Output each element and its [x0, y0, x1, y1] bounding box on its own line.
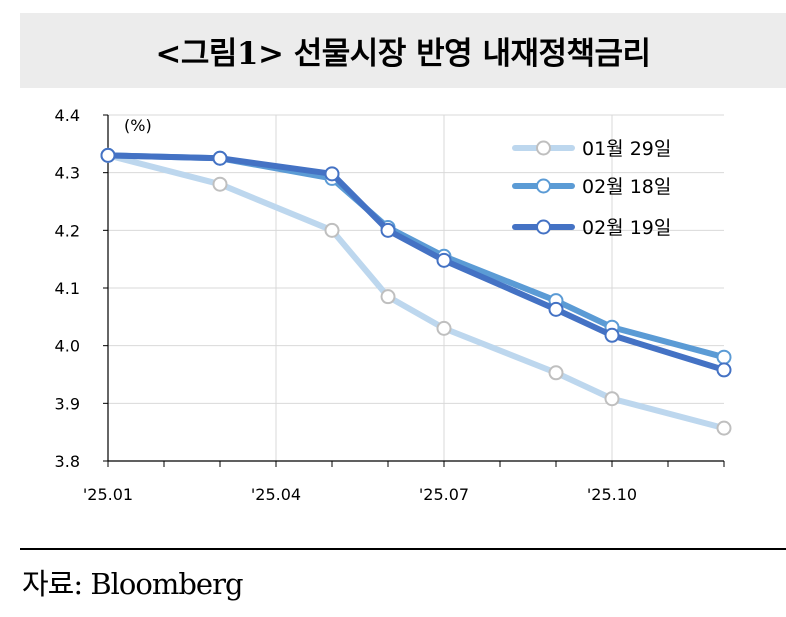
data-point — [716, 349, 732, 365]
title-bar: <그림1> 선물시장 반영 내재정책금리 — [20, 13, 786, 88]
x-tick-label: '25.04 — [251, 485, 301, 504]
series-lines — [100, 147, 732, 436]
data-point — [380, 289, 396, 305]
y-tick-label: 4.4 — [55, 106, 80, 125]
legend-swatch-marker — [536, 219, 551, 235]
data-point — [212, 176, 228, 192]
data-point — [548, 365, 564, 381]
data-point — [716, 420, 732, 436]
y-tick-label: 3.9 — [55, 394, 80, 413]
legend-label: 02월 18일 — [582, 176, 671, 198]
y-tick-labels: 4.4 4.3 4.2 4.1 4.0 3.9 3.8 — [55, 106, 80, 471]
legend-swatch-marker — [536, 140, 551, 156]
y-tick-label: 4.3 — [55, 164, 80, 183]
data-point — [716, 362, 732, 378]
grid — [108, 114, 724, 461]
legend-swatch-marker — [536, 178, 551, 194]
data-point — [604, 391, 620, 407]
source-note: 자료: Bloomberg — [22, 567, 244, 601]
series-line — [105, 152, 727, 432]
data-point — [548, 301, 564, 317]
line-chart: 4.4 4.3 4.2 4.1 4.0 3.9 3.8 '25.01 '25.04 '25.07… — [55, 106, 732, 504]
x-tick-label: '25.01 — [83, 485, 133, 504]
data-point — [324, 166, 340, 182]
legend-label: 02월 19일 — [582, 217, 671, 239]
data-point — [380, 222, 396, 238]
legend-item-2: 02월 18일 — [512, 176, 671, 198]
data-point — [436, 320, 452, 336]
y-tick-label: 4.1 — [55, 279, 80, 298]
legend: 01월 29일 02월 18일 02월 19일 — [512, 138, 671, 239]
legend-item-3: 02월 19일 — [512, 217, 671, 239]
divider-line — [20, 548, 786, 550]
y-axis-unit-label: (%) — [124, 116, 152, 135]
legend-item-1: 01월 29일 — [512, 138, 671, 160]
data-point — [100, 147, 116, 163]
series-line — [105, 152, 727, 373]
x-tick-labels: '25.01 '25.04 '25.07 '25.10 — [83, 485, 637, 504]
axes — [103, 114, 725, 467]
y-tick-label: 3.8 — [55, 452, 80, 471]
x-tick-label: '25.07 — [419, 485, 469, 504]
series-1 — [100, 147, 732, 436]
data-point — [436, 252, 452, 268]
data-point — [212, 150, 228, 166]
data-point — [324, 222, 340, 238]
legend-label: 01월 29일 — [582, 138, 671, 160]
data-point — [604, 327, 620, 343]
y-tick-label: 4.0 — [55, 337, 80, 356]
series-3 — [100, 147, 732, 378]
chart-title: <그림1> 선물시장 반영 내재정책금리 — [155, 36, 651, 72]
y-tick-label: 4.2 — [55, 221, 80, 240]
x-tick-label: '25.10 — [587, 485, 637, 504]
